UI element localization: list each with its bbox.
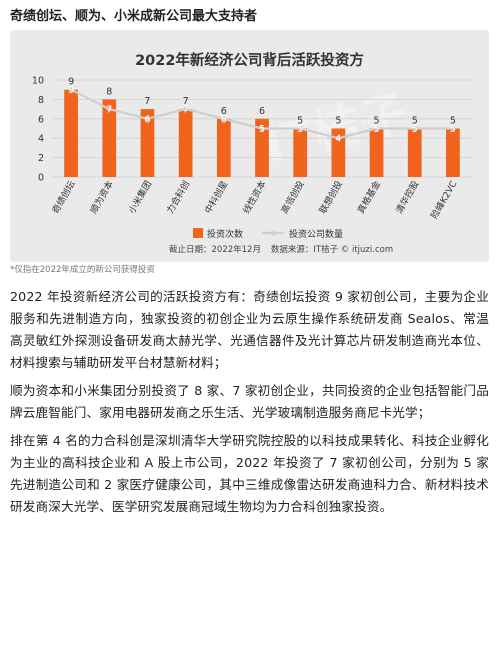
line-point bbox=[335, 135, 341, 141]
article-paragraph: 排在第 4 名的力合科创是深圳清华大学研究院控股的以科技成果转化、科技企业孵化为… bbox=[10, 433, 489, 514]
bar bbox=[64, 89, 78, 177]
bar bbox=[255, 118, 269, 177]
bar-value-label: 5 bbox=[450, 116, 456, 127]
bar bbox=[178, 109, 193, 177]
bar-value-label: 5 bbox=[412, 116, 418, 127]
line-value-label: 6 bbox=[144, 114, 150, 125]
bar-value-label: 6 bbox=[221, 106, 227, 117]
bar bbox=[102, 99, 117, 177]
y-tick-label: 10 bbox=[32, 76, 44, 87]
y-tick-label: 4 bbox=[38, 134, 44, 145]
bar-value-label: 5 bbox=[297, 116, 303, 127]
bar bbox=[293, 128, 308, 177]
article-body: 2022 年投资新经济公司的活跃投资方有：奇绩创坛投资 9 家初创公司，主要为企… bbox=[10, 286, 489, 524]
legend-label: 投资公司数量 bbox=[289, 228, 343, 240]
bar-value-label: 5 bbox=[335, 116, 341, 127]
article-paragraph: 顺为资本和小米集团分别投资了 8 家、7 家初创企业，共同投资的企业包括智能门品… bbox=[10, 383, 489, 420]
line-value-label: 5 bbox=[450, 124, 456, 135]
line-point bbox=[68, 87, 74, 93]
bar-value-label: 9 bbox=[68, 77, 74, 88]
line-value-label: 5 bbox=[259, 124, 265, 135]
line-point bbox=[183, 106, 189, 112]
bar-value-label: 7 bbox=[183, 96, 189, 107]
caption-date: 截止日期：2022年12月 bbox=[169, 244, 261, 255]
footnote: *仅指在2022年成立的新公司获得投资 bbox=[10, 265, 155, 275]
line-point bbox=[374, 126, 379, 131]
line-value-label: 6 bbox=[221, 114, 227, 125]
line-value-label: 5 bbox=[412, 124, 418, 135]
line-point bbox=[259, 126, 265, 131]
bar bbox=[369, 128, 384, 177]
line-value-label: 9 bbox=[68, 85, 74, 96]
line-point bbox=[221, 116, 227, 122]
legend-swatch-bar bbox=[193, 228, 203, 238]
bar-value-label: 6 bbox=[259, 106, 265, 117]
line-value-label: 7 bbox=[183, 105, 189, 116]
bar bbox=[140, 109, 155, 177]
y-tick-label: 2 bbox=[38, 153, 44, 164]
line-value-label: 4 bbox=[335, 134, 341, 145]
y-tick-label: 0 bbox=[38, 173, 44, 184]
chart-title: 2022年新经济公司背后活跃投资方 bbox=[135, 51, 364, 69]
bar bbox=[331, 128, 346, 177]
bar bbox=[216, 118, 231, 177]
bar bbox=[446, 128, 460, 177]
headline: 奇绩创坛、顺为、小米成新公司最大支持者 bbox=[10, 9, 258, 24]
bar-value-label: 5 bbox=[374, 116, 380, 127]
legend-swatch-dot bbox=[270, 230, 276, 236]
line-value-label: 7 bbox=[106, 105, 112, 116]
line-value-label: 5 bbox=[374, 124, 380, 135]
line-point bbox=[412, 126, 418, 131]
article-paragraph: 2022 年投资新经济公司的活跃投资方有：奇绩创坛投资 9 家初创公司，主要为企… bbox=[10, 289, 489, 370]
line-point bbox=[297, 126, 303, 131]
bar-value-label: 8 bbox=[106, 86, 112, 97]
caption-source: 数据来源：IT桔子 © itjuzi.com bbox=[271, 244, 393, 255]
y-tick-label: 8 bbox=[38, 95, 44, 106]
y-tick-label: 6 bbox=[38, 114, 44, 125]
bar-value-label: 7 bbox=[144, 96, 150, 107]
legend-label: 投资次数 bbox=[207, 228, 243, 240]
line-point bbox=[145, 116, 150, 122]
line-point bbox=[106, 106, 112, 112]
bar bbox=[407, 128, 422, 177]
line-value-label: 5 bbox=[297, 124, 303, 135]
line-point bbox=[450, 126, 456, 131]
